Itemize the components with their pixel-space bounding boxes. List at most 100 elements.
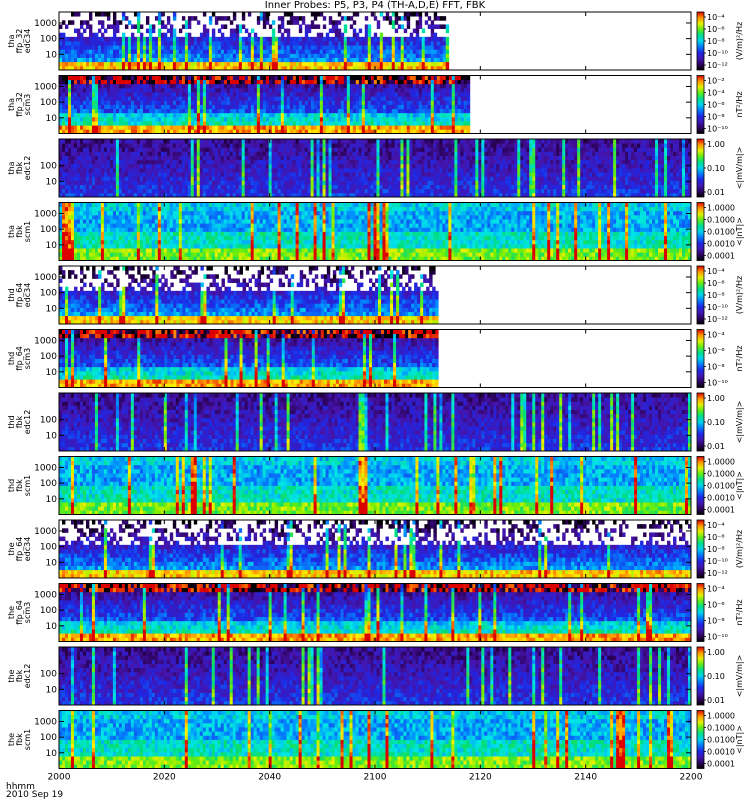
panel-thd_ffp_64_scm3: 101001000thdffp_64scm310⁻⁴10⁻⁶10⁻⁸10⁻¹⁰n… (7, 330, 744, 388)
spectrogram-cells (59, 139, 691, 197)
colorbar-tick-label: 10⁻¹² (707, 61, 728, 70)
colorbar-tick-label: 10⁻¹⁰ (707, 633, 728, 642)
spectrogram-cells (59, 647, 691, 705)
y-axis-title: thefbkedc12 (7, 664, 32, 689)
x-tick-label: 2000 (48, 773, 71, 783)
colorbar-tick-label: 10⁻⁴ (707, 13, 725, 22)
spectrogram-stack: 101001000thaffp_32edc3410⁻⁴10⁻⁶10⁻⁸10⁻¹⁰… (0, 0, 750, 800)
y-tick-label: 100 (40, 416, 57, 426)
colorbar-tick-label: 10⁻⁸ (707, 113, 725, 122)
colorbar: 1.000.100.01<|mV/m|> (697, 139, 744, 197)
colorbar-tick-label: 1.0000 (707, 204, 735, 213)
y-tick-label: 10 (46, 749, 58, 759)
colorbar-unit-label: (V/m)²/Hz (735, 22, 744, 60)
y-tick-label: 1000 (34, 527, 57, 537)
y-tick-label: 1000 (34, 209, 57, 219)
spectrogram-cells (59, 457, 691, 515)
colorbar-tick-label: 10⁻⁶ (707, 25, 725, 34)
colorbar-tick-label: 10⁻¹⁰ (707, 125, 728, 134)
colorbar-tick-label: 10⁻⁴ (707, 521, 725, 530)
y-tick-label: 1000 (34, 717, 57, 727)
colorbar-tick-label: 0.01 (707, 696, 725, 705)
spectrogram-cells (59, 203, 691, 261)
colorbar-tick-label: 10⁻⁴ (707, 585, 725, 594)
y-tick-label: 100 (40, 225, 57, 235)
y-tick-label: 1000 (34, 590, 57, 600)
colorbar-tick-label: 0.0001 (707, 506, 735, 515)
colorbar-unit-label: nT²/Hz (735, 345, 744, 371)
y-axis-title: theffp_64edc34 (7, 537, 32, 562)
colorbar-tick-label: 0.1000 (707, 216, 735, 225)
y-tick-label: 100 (40, 606, 57, 616)
y-tick-label: 100 (40, 35, 57, 45)
colorbar-unit-label: <|mV/m|> (735, 401, 744, 444)
spectrogram-cells (59, 76, 470, 134)
colorbar-tick-label: 1.00 (707, 394, 725, 403)
colorbar-tick-label: 10⁻⁸ (707, 363, 725, 372)
colorbar-unit-label: <|mV/m|> (735, 655, 744, 698)
colorbar-tick-label: 1.0000 (707, 458, 735, 467)
colorbar-tick-label: 10⁻¹⁰ (707, 557, 728, 566)
y-tick-label: 100 (40, 352, 57, 362)
colorbar-tick-label: 1.00 (707, 648, 725, 657)
y-tick-label: 10 (46, 304, 58, 314)
y-tick-label: 100 (40, 479, 57, 489)
y-tick-label: 10 (46, 368, 58, 378)
y-tick-label: 1000 (34, 19, 57, 29)
y-axis-title: thdfbkscm1 (7, 475, 32, 496)
y-axis-title: thdffp_64edc34 (7, 283, 32, 308)
panel-the_fbk_scm1: 101001000thefbkscm11.00000.10000.01000.0… (7, 711, 744, 769)
colorbar: 1.000.100.01<|mV/m|> (697, 647, 744, 705)
y-tick-label: 1000 (34, 82, 57, 92)
colorbar-tick-label: 0.10 (707, 164, 725, 173)
y-axis-title: thdffp_64scm3 (7, 346, 32, 371)
y-tick-label: 100 (40, 98, 57, 108)
y-tick-label: 10 (46, 50, 58, 60)
colorbar-tick-label: 0.0001 (707, 252, 735, 261)
colorbar-tick-label: 10⁻⁶ (707, 347, 725, 356)
colorbar-tick-label: 0.0100 (707, 482, 735, 491)
colorbar-unit-label: <|mV/m|> (735, 147, 744, 190)
colorbar-tick-label: 1.0000 (707, 712, 735, 721)
y-axis-title: thaffp_32scm3 (7, 92, 32, 117)
date-label: 2010 Sep 19 (6, 790, 63, 800)
colorbar-tick-label: 0.0100 (707, 736, 735, 745)
x-tick-label: 2040 (258, 773, 281, 783)
colorbar-unit-label: nT²/Hz (735, 91, 744, 117)
x-tick-label: 2020 (153, 773, 176, 783)
x-tick-label: 2120 (469, 773, 492, 783)
y-axis-title: thdfbkedc12 (7, 410, 32, 435)
panel-tha_fbk_scm1: 101001000thafbkscm11.00000.10000.01000.0… (7, 203, 744, 261)
colorbar-tick-label: 10⁻⁴ (707, 267, 725, 276)
colorbar-tick-label: 10⁻¹⁰ (707, 303, 728, 312)
x-tick-label: 2100 (364, 773, 387, 783)
colorbar-tick-label: 0.1000 (707, 724, 735, 733)
colorbar-tick-label: 1.00 (707, 140, 725, 149)
colorbar-tick-label: 10⁻⁶ (707, 101, 725, 110)
y-tick-label: 100 (40, 543, 57, 553)
panel-tha_ffp_32_edc34: 101001000thaffp_32edc3410⁻⁴10⁻⁶10⁻⁸10⁻¹⁰… (7, 12, 744, 70)
colorbar-tick-label: 10⁻⁸ (707, 37, 725, 46)
colorbar-tick-label: 10⁻⁸ (707, 617, 725, 626)
y-tick-label: 1000 (34, 336, 57, 346)
panel-thd_ffp_64_edc34: 101001000thdffp_64edc3410⁻⁴10⁻⁶10⁻⁸10⁻¹⁰… (7, 266, 744, 324)
colorbar-tick-label: 0.0010 (707, 240, 735, 249)
colorbar-tick-label: 10⁻¹² (707, 569, 728, 578)
y-tick-label: 10 (46, 241, 58, 251)
colorbar-tick-label: 10⁻¹⁰ (707, 379, 728, 388)
colorbar-unit-label: (V/m)²/Hz (735, 276, 744, 314)
colorbar-unit-label: nT²/Hz (735, 599, 744, 625)
colorbar-tick-label: 0.0001 (707, 760, 735, 769)
spectrogram-cells (59, 330, 439, 388)
spectrogram-cells (59, 393, 691, 451)
colorbar-tick-label: 10⁻² (707, 77, 725, 86)
y-tick-label: 1000 (34, 273, 57, 283)
colorbar-tick-label: 10⁻¹⁰ (707, 49, 728, 58)
y-tick-label: 10 (46, 114, 58, 124)
y-tick-label: 10 (46, 685, 58, 695)
